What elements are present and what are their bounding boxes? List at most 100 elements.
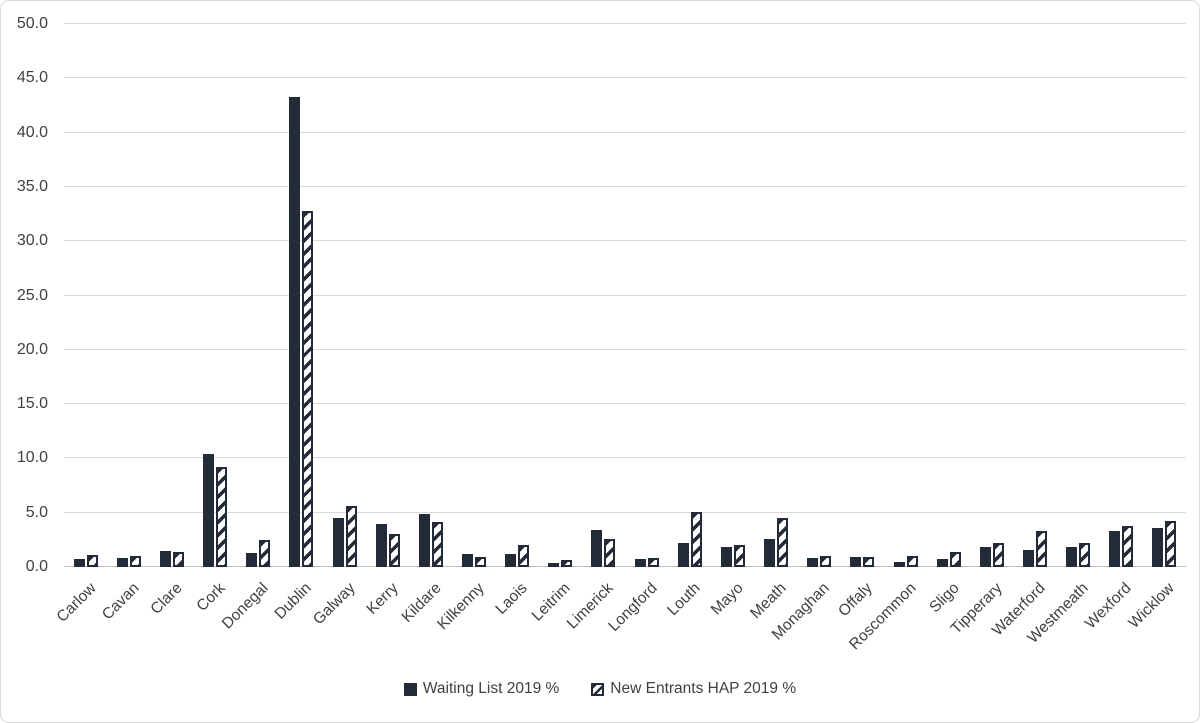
bar-new-entrants-hap-donegal — [259, 539, 271, 567]
bar-group-roscommon — [884, 24, 927, 567]
bar-group-meath — [755, 24, 798, 567]
gridline — [64, 294, 1186, 296]
legend-item-waiting-list: Waiting List 2019 % — [403, 680, 560, 698]
bar-group-galway — [323, 24, 366, 567]
bar-waiting-list-cork — [203, 454, 215, 567]
bar-waiting-list-louth — [677, 543, 689, 567]
bar-group-leitrim — [539, 24, 582, 567]
bar-new-entrants-hap-kildare — [431, 522, 443, 567]
bar-group-westmeath — [1057, 24, 1100, 567]
gridline — [64, 23, 1186, 24]
y-tick-label: 40.0 — [16, 123, 48, 141]
bar-new-entrants-hap-louth — [690, 511, 702, 567]
bar-waiting-list-cavan — [116, 558, 128, 567]
bar-new-entrants-hap-meath — [777, 518, 789, 567]
y-tick-label: 15.0 — [16, 395, 48, 413]
bar-new-entrants-hap-monaghan — [820, 556, 832, 567]
bar-group-monaghan — [798, 24, 841, 567]
gridline — [64, 511, 1186, 513]
bar-waiting-list-leitrim — [548, 562, 560, 567]
bar-waiting-list-longford — [634, 559, 646, 567]
bar-waiting-list-meath — [764, 538, 776, 567]
bar-new-entrants-hap-dublin — [302, 210, 314, 567]
bar-waiting-list-kilkenny — [461, 553, 473, 567]
bar-new-entrants-hap-leitrim — [561, 560, 573, 567]
bar-new-entrants-hap-waterford — [1036, 531, 1048, 567]
bar-group-kilkenny — [452, 24, 495, 567]
y-tick-label: 45.0 — [16, 69, 48, 87]
bar-waiting-list-laois — [505, 553, 517, 567]
bar-new-entrants-hap-carlow — [86, 555, 98, 567]
legend-label: New Entrants HAP 2019 % — [610, 680, 797, 697]
bar-new-entrants-hap-laois — [518, 545, 530, 567]
bar-new-entrants-hap-roscommon — [906, 556, 918, 567]
bar-waiting-list-wicklow — [1152, 527, 1164, 567]
bar-group-longford — [625, 24, 668, 567]
gridline — [64, 240, 1186, 242]
bar-waiting-list-donegal — [246, 552, 258, 567]
bar-waiting-list-offaly — [850, 557, 862, 567]
y-axis: 0.0 5.0 10.0 15.0 20.0 25.0 30.0 35.0 40.0 45.0 50… — [1, 15, 56, 575]
bar-new-entrants-hap-mayo — [733, 545, 745, 567]
bar-group-kerry — [366, 24, 409, 567]
bar-waiting-list-wexford — [1109, 531, 1121, 567]
gridline — [64, 185, 1186, 187]
bar-group-laois — [496, 24, 539, 567]
y-tick-label: 50.0 — [16, 15, 48, 32]
bar-group-tipperary — [970, 24, 1013, 567]
gridline — [64, 403, 1186, 405]
x-axis: Carlow Cavan Clare Cork Donegal Dublin Galway K… — [53, 567, 1186, 667]
y-tick-label: 0.0 — [25, 558, 48, 575]
y-tick-label: 10.0 — [16, 449, 48, 467]
legend: Waiting List 2019 % New Entrants HAP 2019… — [1, 680, 1199, 698]
bar-waiting-list-dublin — [289, 96, 301, 567]
y-tick-label: 30.0 — [16, 232, 48, 250]
gridline — [64, 77, 1186, 79]
bar-waiting-list-carlow — [73, 559, 85, 567]
bar-waiting-list-mayo — [720, 547, 732, 567]
bar-waiting-list-clare — [159, 550, 171, 567]
legend-item-new-entrants-hap: New Entrants HAP 2019 % — [591, 680, 796, 698]
bar-new-entrants-hap-kerry — [388, 534, 400, 567]
bar-waiting-list-tipperary — [979, 547, 991, 567]
bar-new-entrants-hap-tipperary — [992, 543, 1004, 567]
hatched-swatch-icon — [591, 682, 605, 696]
bar-group-carlow — [64, 24, 107, 567]
y-tick-label: 5.0 — [25, 503, 48, 521]
bar-waiting-list-limerick — [591, 530, 603, 567]
bars-row — [64, 24, 1186, 567]
plot-area — [64, 23, 1186, 567]
bar-new-entrants-hap-kilkenny — [474, 557, 486, 567]
bar-group-clare — [150, 24, 193, 567]
bar-new-entrants-hap-cork — [216, 467, 228, 567]
gridline — [64, 457, 1186, 459]
bar-group-sligo — [927, 24, 970, 567]
bar-new-entrants-hap-limerick — [604, 538, 616, 567]
legend-label: Waiting List 2019 % — [422, 680, 560, 697]
bar-new-entrants-hap-longford — [647, 558, 659, 567]
bar-waiting-list-waterford — [1023, 549, 1035, 567]
bar-new-entrants-hap-clare — [172, 551, 184, 567]
gridline — [64, 348, 1186, 350]
y-tick-label: 20.0 — [16, 340, 48, 358]
bar-waiting-list-kerry — [375, 523, 387, 567]
bar-group-cork — [193, 24, 236, 567]
bar-waiting-list-sligo — [936, 559, 948, 567]
bar-new-entrants-hap-westmeath — [1079, 543, 1091, 567]
solid-swatch-icon — [403, 682, 417, 696]
bar-waiting-list-westmeath — [1066, 547, 1078, 567]
bar-new-entrants-hap-sligo — [949, 551, 961, 567]
bar-waiting-list-roscommon — [893, 561, 905, 567]
bar-new-entrants-hap-wicklow — [1165, 521, 1177, 567]
gridline — [64, 131, 1186, 133]
x-axis-line — [64, 566, 1186, 567]
bar-group-louth — [668, 24, 711, 567]
bar-group-dublin — [280, 24, 323, 567]
bar-group-cavan — [107, 24, 150, 567]
bar-group-mayo — [711, 24, 754, 567]
bar-group-wexford — [1100, 24, 1143, 567]
y-tick-label: 25.0 — [16, 286, 48, 304]
bar-new-entrants-hap-cavan — [129, 556, 141, 567]
bar-new-entrants-hap-wexford — [1122, 525, 1134, 567]
